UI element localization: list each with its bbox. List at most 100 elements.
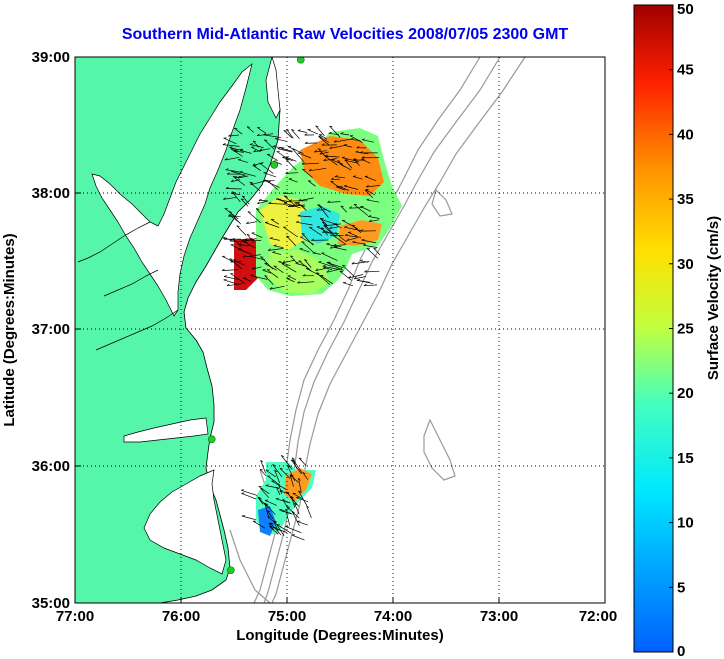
velocity-vector-head (244, 238, 248, 241)
velocity-vector-head (329, 146, 333, 149)
colorbar-tick-label: 25 (677, 321, 694, 338)
velocity-vector (285, 509, 291, 526)
velocity-vector (361, 158, 371, 164)
velocity-vector (278, 198, 287, 204)
velocity-vector (294, 502, 300, 515)
velocity-vector-head (283, 191, 287, 194)
velocity-vector-head (275, 137, 279, 140)
velocity-vector (349, 135, 363, 143)
velocity-vector (309, 227, 322, 236)
x-tick-label: 73:00 (480, 608, 518, 625)
velocity-vector (329, 125, 341, 138)
velocity-vector-head (301, 162, 305, 165)
y-axis-label: Latitude (Degrees:Minutes) (1, 233, 18, 426)
velocity-vector (282, 259, 295, 264)
velocity-vector (244, 238, 257, 242)
velocity-vector-head (229, 258, 233, 260)
velocity-vector-head (252, 140, 257, 143)
velocity-vector-head (224, 237, 228, 240)
velocity-vector (290, 255, 299, 265)
velocity-vector-head (249, 255, 253, 257)
colorbar-tick-label: 30 (677, 256, 694, 273)
velocity-vector (237, 248, 252, 255)
velocity-vector (250, 275, 268, 280)
velocity-vector (323, 223, 341, 227)
velocity-vector-head (297, 201, 301, 204)
velocity-vector-head (308, 168, 312, 172)
velocity-vector (321, 252, 338, 261)
velocity-vector-head (353, 276, 357, 280)
velocity-vector (362, 139, 374, 143)
velocity-vector-head (294, 502, 298, 506)
velocity-vector-head (329, 226, 333, 229)
velocity-vector (264, 180, 280, 188)
velocity-vector-head (259, 148, 263, 151)
velocity-vector (297, 215, 312, 218)
velocity-vector (306, 505, 312, 519)
velocity-vector-head (291, 459, 295, 462)
velocity-vector (268, 248, 284, 251)
velocity-vector-head (240, 149, 244, 151)
velocity-vector (264, 499, 277, 506)
velocity-vector (283, 226, 298, 238)
velocity-vector (275, 486, 281, 495)
velocity-vector (352, 241, 366, 245)
velocity-vector-head (317, 148, 322, 150)
velocity-vector-head (286, 491, 290, 494)
velocity-vector-head (291, 129, 295, 131)
velocity-vector-head (356, 146, 360, 149)
velocity-vector-head (312, 251, 316, 254)
velocity-vector (292, 493, 304, 500)
velocity-vector (316, 272, 331, 285)
velocity-vector (334, 176, 345, 179)
velocity-vector (333, 244, 347, 246)
velocity-vector-head (337, 160, 341, 162)
velocity-vector-head (330, 233, 334, 236)
velocity-vector (333, 246, 347, 251)
velocity-vector (300, 236, 315, 245)
velocity-vector (276, 151, 289, 160)
velocity-vector-head (359, 259, 364, 262)
velocity-vector-head (225, 186, 229, 189)
velocity-vector (286, 235, 297, 247)
velocity-vector-head (228, 211, 233, 213)
velocity-vector (344, 159, 359, 164)
velocity-vector (267, 180, 278, 190)
velocity-vector-head (223, 275, 227, 277)
velocity-vector (229, 240, 248, 243)
velocity-vector (342, 282, 354, 287)
velocity-vector (225, 188, 242, 190)
velocity-vector (231, 179, 240, 183)
velocity-vector-head (285, 171, 289, 174)
velocity-vector (268, 203, 287, 205)
velocity-vector-head (290, 255, 294, 258)
velocity-vector (249, 181, 261, 192)
velocity-vector (270, 522, 282, 536)
velocity-vector-head (291, 204, 295, 208)
station-marker (227, 566, 235, 575)
velocity-vector (272, 146, 283, 148)
velocity-vector-head (344, 159, 348, 161)
velocity-vector-head (304, 133, 308, 136)
velocity-vector (286, 278, 295, 283)
velocity-vector (304, 142, 318, 144)
velocity-vector (304, 259, 312, 268)
velocity-vector (342, 264, 355, 277)
velocity-vector (260, 488, 270, 498)
velocity-vector-head (223, 278, 227, 281)
velocity-vector-head (229, 239, 233, 242)
velocity-vector-head (242, 255, 246, 258)
velocity-vector-head (247, 211, 251, 213)
velocity-vector-head (322, 221, 326, 224)
velocity-vector-head (342, 264, 346, 267)
velocity-vector (322, 231, 339, 234)
colorbar-tick-label: 20 (677, 385, 694, 402)
velocity-vector (299, 248, 310, 253)
velocity-vector (255, 208, 265, 218)
velocity-vector (330, 181, 342, 189)
velocity-vector (269, 237, 280, 241)
velocity-vector-head (286, 506, 290, 508)
velocity-vector-head (246, 221, 249, 224)
velocity-vector (327, 201, 341, 203)
velocity-vector-head (229, 146, 233, 148)
